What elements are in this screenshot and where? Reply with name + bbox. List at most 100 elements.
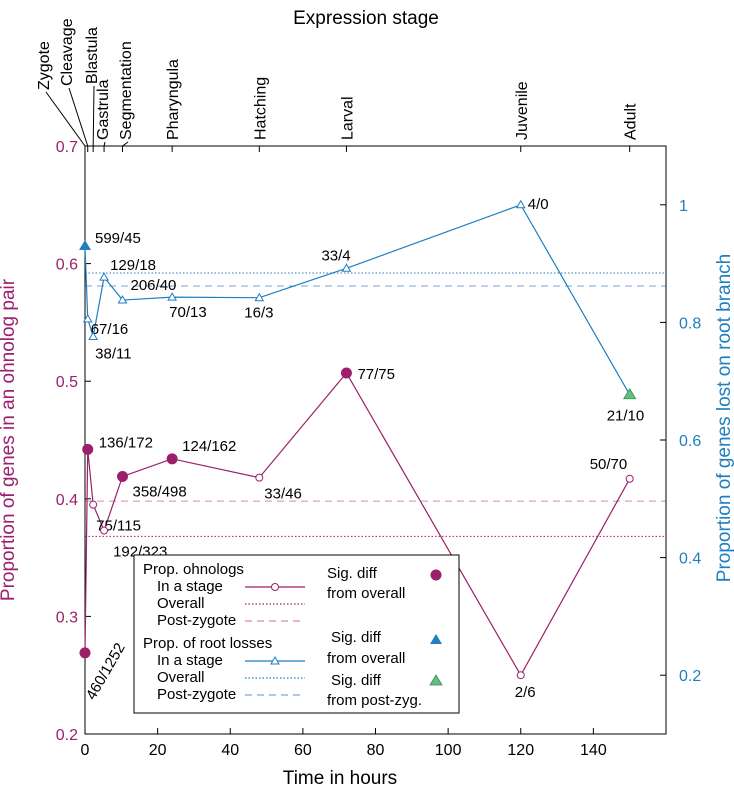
root-data-label: 16/3: [244, 305, 273, 322]
ohnolog-data-label: 50/70: [590, 456, 628, 473]
x-tick-label: 140: [580, 742, 607, 759]
root-point: [88, 331, 99, 341]
y-right-tick-label: 0.6: [679, 433, 701, 450]
y-left-tick-label: 0.5: [56, 374, 78, 391]
root-point: [79, 239, 91, 250]
legend-sig-root-overall-line1: Sig. diff: [331, 629, 382, 646]
ohnolog-point: [79, 647, 91, 659]
legend-ohnolog-marker: [271, 583, 279, 591]
root-data-label: 33/4: [321, 247, 350, 264]
legend-sig-root-post-line2: from post-zyg.: [327, 692, 422, 709]
ohnolog-data-label: 2/6: [515, 684, 536, 701]
root-line: [84, 204, 631, 396]
legend-sig-ohnolog-marker: [430, 569, 442, 581]
root-data-label: 4/0: [528, 196, 549, 213]
root-data-label: 67/16: [91, 321, 129, 338]
ohnolog-point: [166, 453, 178, 465]
y-left-tick-label: 0.3: [56, 609, 78, 626]
stage-label: Hatching: [252, 77, 269, 140]
ohnolog-data-label: 358/498: [133, 483, 187, 500]
x-tick-label: 40: [221, 742, 239, 759]
x-axis: 0 20 40 60 80 100 120 140: [81, 728, 607, 759]
stage-label: Zygote: [36, 41, 53, 90]
y-right-axis: 0.2 0.4 0.6 0.8 1: [660, 198, 701, 685]
stage-leader-lines: [45, 85, 129, 147]
legend: Prop. ohnologs In a stage Overall Post-z…: [133, 554, 460, 714]
root-point: [99, 272, 109, 281]
ohnolog-point: [100, 526, 109, 535]
legend-sig-root-post-line1: Sig. diff: [331, 672, 382, 689]
legend-root-in-stage: In a stage: [157, 652, 223, 669]
legend-sig-ohnolog-line1: Sig. diff: [327, 565, 378, 582]
stage-label: Pharyngula: [165, 59, 182, 140]
ohnolog-point: [255, 473, 264, 482]
stage-label: Cleavage: [59, 18, 76, 86]
root-series: 599/45 67/16 38/11 129/18 206/40 70/13 16/3 33/…: [79, 196, 644, 425]
y-left-axis-label: Proportion of genes in an ohnolog pair: [0, 278, 19, 601]
legend-sig-ohnolog-line2: from overall: [327, 585, 405, 602]
ohnolog-point: [82, 443, 94, 455]
stage-label: Juvenile: [514, 81, 531, 140]
stage-leader-line: [122, 141, 129, 147]
stage-label: Larval: [339, 96, 356, 140]
ohnolog-point: [89, 500, 98, 509]
y-left-tick-label: 0.2: [56, 727, 78, 744]
ohnolog-data-label: 124/162: [182, 438, 236, 455]
ohnolog-point: [117, 470, 129, 482]
x-tick-label: 20: [149, 742, 167, 759]
y-right-axis-label: Proportion of genes lost on root branch: [714, 254, 734, 582]
legend-box: [133, 554, 460, 714]
legend-root-overall: Overall: [157, 669, 205, 686]
ohnolog-line: [84, 371, 631, 677]
y-right-tick-label: 0.4: [679, 551, 701, 568]
stage-label: Segmentation: [118, 41, 135, 140]
stage-leader-line: [68, 87, 89, 147]
x-tick-label: 60: [294, 742, 312, 759]
legend-ohnolog-title: Prop. ohnologs: [143, 561, 244, 578]
root-data-label: 599/45: [95, 230, 141, 247]
root-data-label: 38/11: [95, 346, 131, 363]
legend-root-marker: [270, 655, 280, 665]
x-axis-label: Time in hours: [283, 768, 397, 787]
y-left-tick-label: 0.7: [56, 139, 78, 156]
y-left-tick-label: 0.4: [56, 492, 78, 509]
root-reference-lines: [85, 272, 666, 287]
root-point: [167, 292, 178, 301]
root-data-label: 129/18: [110, 257, 156, 274]
root-point: [254, 292, 265, 302]
y-left-axis: 0.2 0.3 0.4 0.5 0.6 0.7: [56, 139, 91, 744]
legend-root-post-zygote: Post-zygote: [157, 686, 236, 703]
root-data-label: 21/10: [607, 408, 645, 425]
legend-ohnolog-overall: Overall: [157, 595, 205, 612]
root-point: [515, 199, 526, 209]
ohnolog-point: [340, 367, 352, 379]
legend-root-title: Prop. of root losses: [143, 635, 272, 652]
ohnolog-data-label: 33/46: [264, 486, 302, 503]
y-right-tick-label: 1: [679, 198, 688, 215]
legend-sig-root-overall-marker: [430, 634, 442, 644]
root-point: [117, 295, 128, 304]
stage-leader-line: [103, 141, 106, 147]
stage-label: Gastrula: [95, 79, 112, 140]
y-right-tick-label: 0.2: [679, 668, 701, 685]
root-data-label: 206/40: [131, 277, 177, 294]
x-tick-label: 0: [81, 742, 90, 759]
stage-label: Blastula: [84, 27, 101, 84]
ohnolog-point: [625, 474, 634, 483]
stage-leader-line: [92, 85, 95, 147]
legend-ohnolog-in-stage: In a stage: [157, 578, 223, 595]
stage-label: Adult: [623, 103, 640, 140]
ohnolog-point: [516, 671, 525, 680]
stage-leader-line: [45, 91, 86, 147]
root-data-label: 70/13: [169, 304, 207, 321]
ohnolog-data-label: 77/75: [357, 366, 395, 383]
root-point: [622, 387, 637, 400]
legend-ohnolog-post-zygote: Post-zygote: [157, 612, 236, 629]
legend-sig-root-overall-line2: from overall: [327, 650, 405, 667]
x-tick-label: 100: [435, 742, 462, 759]
x-tick-label: 120: [507, 742, 534, 759]
legend-sig-root-post-marker: [429, 674, 443, 686]
root-point: [82, 313, 93, 323]
x-tick-label: 80: [367, 742, 385, 759]
